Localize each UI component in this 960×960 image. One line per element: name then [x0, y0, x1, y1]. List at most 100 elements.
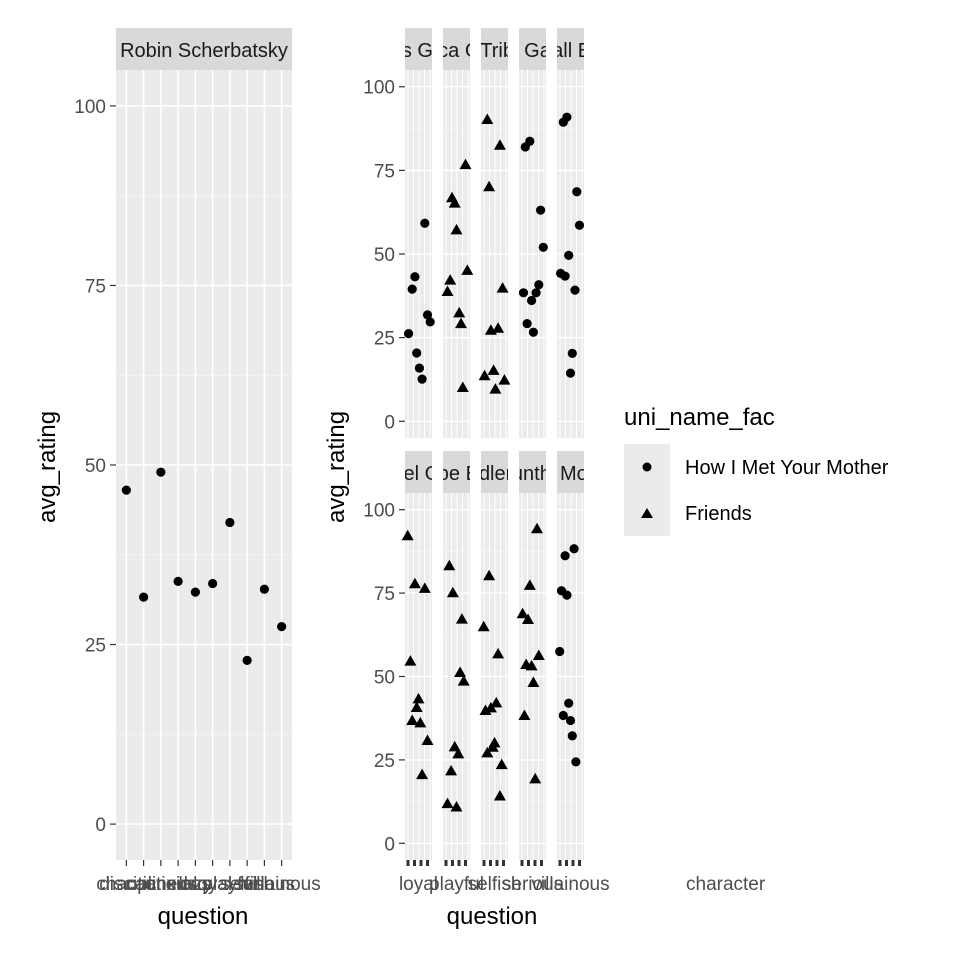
facet-point: [444, 274, 457, 285]
facet-point: [536, 205, 546, 215]
facet-point: [404, 329, 414, 339]
facet-y-tick-label: 50: [374, 668, 395, 689]
facet-strip-label: Gunther: [496, 463, 569, 485]
facet-point: [408, 577, 421, 589]
facet-point: [492, 647, 505, 659]
facet-strip-label: Chandler Bing: [431, 463, 558, 485]
left-x-tick-label: serious: [234, 874, 295, 895]
facet-y-tick-label: 75: [374, 161, 395, 182]
x-axis-title-right: question: [447, 903, 538, 930]
facet-y-tick-label: 50: [374, 245, 395, 266]
facet-y-tick-label: 100: [363, 501, 395, 522]
facet-strip-label: Joey Tribbiani: [433, 40, 556, 62]
facet-strip-background: [519, 28, 546, 70]
facet-x-tick-label: selfish: [468, 874, 522, 895]
facet-point: [418, 582, 431, 593]
left-strip-label: Robin Scherbatsky: [120, 40, 288, 62]
facet-point: [571, 757, 581, 767]
facet-strip-background: [405, 28, 432, 70]
left-point: [242, 655, 252, 665]
facet-point: [459, 158, 472, 170]
facet-point: [448, 197, 461, 208]
left-strip-background: [116, 28, 292, 70]
facet-point: [523, 579, 536, 590]
facet-point: [410, 701, 423, 713]
facet-point: [562, 590, 572, 600]
legend-label-himym: How I Met Your Mother: [685, 457, 889, 479]
facet-point: [567, 731, 577, 741]
facet-point: [412, 692, 425, 704]
left-point: [190, 587, 200, 597]
facet-strip-label: Monica Geller: [395, 40, 519, 62]
facet-point: [487, 364, 500, 375]
facet-y-tick-label: 75: [374, 584, 395, 605]
facet-point: [498, 374, 511, 385]
facet-strip-label: Ted Mosby: [522, 463, 619, 485]
facet-point: [531, 288, 541, 298]
facet-point: [483, 569, 496, 581]
facet-point: [483, 180, 496, 192]
facet-point: [560, 271, 570, 281]
legend-triangle-icon: [641, 508, 653, 518]
facet-point: [450, 800, 463, 812]
facet-point: [565, 368, 576, 378]
facet-point: [531, 522, 543, 534]
facet-point: [564, 250, 574, 260]
facet-point: [567, 348, 577, 358]
facet-x-tick-label: loyal: [399, 874, 438, 895]
left-x-tick-label: villainous: [243, 874, 321, 895]
facet-point: [414, 363, 424, 373]
facet-point: [456, 381, 469, 392]
facet-point: [479, 704, 492, 716]
facet-point: [488, 736, 501, 748]
legend: uni_name_fac How I Met Your Mother Frien…: [624, 404, 889, 536]
left-y-tick-label: 100: [74, 97, 106, 118]
facet-point: [410, 272, 420, 282]
left-point: [225, 517, 235, 528]
facet-point: [572, 187, 582, 197]
facet-point: [570, 285, 580, 295]
facet-point: [412, 348, 422, 358]
left-point: [259, 584, 269, 594]
facet-point: [401, 529, 414, 541]
facet-point: [455, 317, 467, 329]
facet-strip-label: Marshall Eriksen: [497, 40, 645, 62]
facet-point: [489, 383, 502, 394]
facet-point: [564, 698, 574, 708]
facet-point: [493, 789, 506, 801]
facet-point: [406, 714, 419, 726]
facet-strip-label: Ross Geller: [366, 40, 471, 62]
facet-point: [404, 655, 417, 666]
facet-point: [574, 220, 585, 230]
facet-point: [495, 758, 508, 770]
facet-point: [481, 113, 494, 125]
facet-point: [450, 223, 463, 235]
facet-point: [522, 613, 534, 624]
left-point: [156, 467, 166, 477]
facet-point: [425, 317, 435, 327]
facet-point: [445, 764, 458, 776]
left-y-tick-label: 75: [85, 276, 106, 297]
facet-strip-background: [519, 451, 546, 493]
facet-y-tick-label: 25: [374, 751, 395, 772]
left-point: [208, 578, 218, 589]
facet-point: [453, 306, 466, 318]
facet-point: [461, 264, 474, 275]
facet-point: [448, 740, 461, 752]
facet-point: [441, 285, 454, 296]
left-x-tick-label: disciplined: [99, 874, 188, 895]
facet-point: [421, 734, 434, 746]
facet-x-tick-label: serious: [502, 874, 563, 895]
facet-x-tick-label: playful: [429, 874, 484, 895]
facet-point: [555, 646, 565, 657]
facet-point: [558, 710, 568, 721]
data-points: [121, 112, 585, 812]
facet-point: [441, 797, 454, 809]
facet-point: [528, 327, 539, 337]
facet-point: [532, 649, 545, 660]
facet-point: [569, 544, 579, 554]
facet-point: [416, 768, 429, 780]
facet-strip-background: [443, 451, 470, 493]
facet-point: [525, 136, 535, 146]
